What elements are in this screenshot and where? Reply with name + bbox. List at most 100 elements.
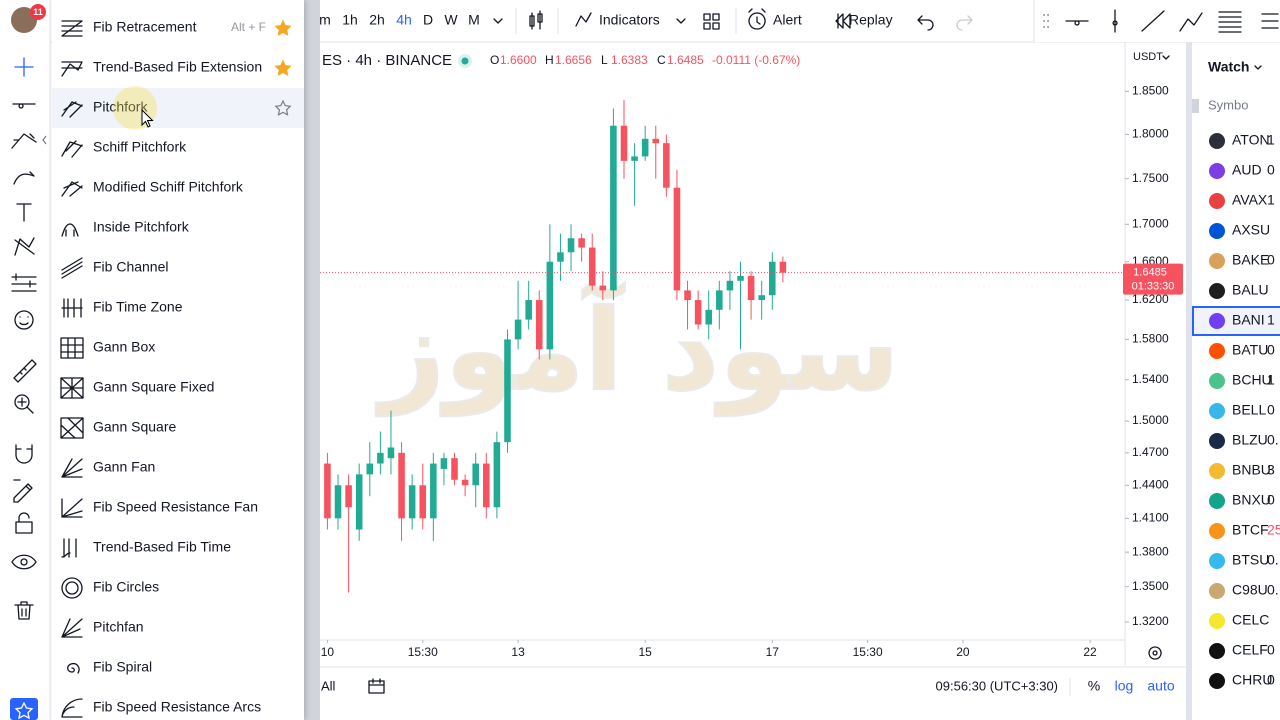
interval-button[interactable]: 2h	[369, 12, 385, 28]
watchlist-symbol[interactable]: ATON	[1232, 132, 1270, 148]
menu-item-label[interactable]: Fib Time Zone	[93, 299, 183, 315]
favorites-toggle[interactable]	[10, 698, 38, 720]
trend-line[interactable]	[1141, 10, 1165, 32]
watchlist-symbol[interactable]: CELF	[1232, 642, 1268, 658]
menu-item-label[interactable]: Gann Box	[93, 339, 155, 355]
menu-item-label[interactable]: Trend-Based Fib Extension	[93, 59, 262, 75]
currency-label[interactable]: USDT	[1133, 51, 1163, 63]
alert-icon[interactable]	[748, 8, 766, 30]
delete-tool[interactable]	[14, 601, 34, 620]
lock-tool[interactable]	[15, 512, 33, 534]
menu-item-label[interactable]: Schiff Pitchfork	[93, 139, 187, 155]
watchlist-symbol[interactable]: AXSU	[1232, 222, 1270, 238]
menu-item-label[interactable]: Fib Channel	[93, 259, 169, 275]
crosshair-tool[interactable]	[14, 57, 34, 77]
ohlc-label: H	[545, 53, 554, 67]
fib-tool[interactable]	[11, 133, 37, 149]
menu-item-label[interactable]: Gann Fan	[93, 459, 155, 475]
watchlist-symbol[interactable]: CHRU	[1232, 672, 1272, 688]
menu-item-label[interactable]: Fib Spiral	[93, 659, 152, 675]
watchlist-symbol[interactable]: BNBU	[1232, 462, 1271, 478]
auto-toggle[interactable]: auto	[1147, 678, 1174, 694]
percent-toggle[interactable]: %	[1088, 678, 1100, 694]
menu-item-label[interactable]: Gann Square Fixed	[93, 379, 214, 395]
watchlist-symbol[interactable]: BALU	[1232, 282, 1269, 298]
menu-item-icon	[61, 577, 83, 599]
interval-button[interactable]: 4h	[396, 12, 412, 28]
range-all[interactable]: All	[321, 678, 336, 693]
watchlist-symbol[interactable]: BATU	[1232, 342, 1268, 358]
go-to-date[interactable]	[368, 678, 385, 694]
interval-dropdown[interactable]	[493, 18, 503, 24]
watchlist-symbol[interactable]: BELL	[1232, 402, 1266, 418]
watchlist-symbol[interactable]: C98U	[1232, 582, 1268, 598]
pattern-tool[interactable]	[14, 237, 35, 256]
indicators-button[interactable]: Indicators	[599, 12, 660, 28]
alert-button[interactable]: Alert	[773, 12, 802, 28]
magnet-tool[interactable]	[15, 444, 33, 464]
collapse-arrow[interactable]	[42, 135, 47, 145]
candle-body	[483, 463, 490, 508]
watchlist-title[interactable]: Watch	[1208, 59, 1249, 75]
layouts[interactable]	[703, 13, 720, 30]
watchlist-symbol[interactable]: AVAX	[1232, 192, 1268, 208]
watchlist-symbol[interactable]: BLZU	[1232, 432, 1268, 448]
interval-button[interactable]: m	[319, 12, 331, 28]
indicators-icon[interactable]	[575, 12, 592, 27]
menu-scrollbar[interactable]	[304, 0, 320, 720]
settings-gear[interactable]	[1148, 646, 1162, 660]
replay-button[interactable]: Replay	[849, 12, 893, 28]
menu-item-label[interactable]: Fib Speed Resistance Fan	[93, 499, 258, 515]
watchlist-symbol[interactable]: BANI	[1232, 312, 1265, 328]
selected-row[interactable]	[1192, 306, 1280, 336]
menu-item-label[interactable]: Inside Pitchfork	[93, 219, 190, 235]
list[interactable]	[1218, 11, 1242, 33]
log-toggle[interactable]: log	[1115, 678, 1134, 694]
brush-tool[interactable]	[13, 171, 35, 185]
text-tool[interactable]	[16, 203, 32, 222]
menu-item-star[interactable]	[274, 99, 292, 116]
interval-button[interactable]: D	[423, 12, 433, 28]
prediction-tool[interactable]	[11, 273, 37, 292]
menu-item-label[interactable]: Pitchfork	[93, 99, 148, 115]
horizontal-line[interactable]	[1065, 20, 1089, 26]
watchlist-symbol[interactable]: AUD	[1232, 162, 1262, 178]
watchlist-symbol[interactable]: BTCF	[1232, 522, 1269, 538]
visibility-tool[interactable]	[11, 554, 37, 570]
chart-type[interactable]	[529, 10, 543, 30]
measure-tool[interactable]	[13, 359, 37, 383]
watchlist-symbol[interactable]: BCHU	[1232, 372, 1272, 388]
drag-handle[interactable]	[1043, 14, 1049, 28]
vertical-line[interactable]	[1112, 9, 1118, 33]
menu-item-label[interactable]: Gann Square	[93, 419, 176, 435]
menu-item-label[interactable]: Modified Schiff Pitchfork	[93, 179, 244, 195]
interval-button[interactable]: M	[468, 12, 480, 28]
indicators-dropdown[interactable]	[676, 18, 686, 24]
menu-item-star[interactable]	[274, 59, 292, 76]
more[interactable]	[1261, 13, 1279, 29]
watchlist-symbol[interactable]: CELC	[1232, 612, 1269, 628]
menu-item-label[interactable]: Fib Speed Resistance Arcs	[93, 699, 261, 715]
watchlist-dropdown[interactable]	[1254, 65, 1262, 70]
interval-button[interactable]: W	[444, 12, 458, 28]
emoji-tool[interactable]	[14, 310, 34, 330]
replay-icon[interactable]	[835, 13, 851, 29]
trend-line-tool[interactable]	[12, 103, 36, 109]
stay-in-drawing-tool[interactable]	[13, 479, 33, 503]
watchlist-symbol[interactable]: BAKE	[1232, 252, 1269, 268]
watchlist-symbol[interactable]: BNXU	[1232, 492, 1271, 508]
symbol-title[interactable]: ES · 4h · BINANCE	[322, 52, 452, 69]
redo[interactable]	[956, 15, 973, 31]
undo[interactable]	[917, 15, 934, 31]
menu-item-label[interactable]: Trend-Based Fib Time	[93, 539, 231, 555]
menu-item-star[interactable]	[274, 19, 292, 36]
left-tool-icons[interactable]	[11, 57, 37, 620]
menu-item-label[interactable]: Fib Circles	[93, 579, 159, 595]
currency-dropdown[interactable]	[1162, 55, 1170, 60]
menu-item-label[interactable]: Pitchfan	[93, 619, 144, 635]
zoom-tool[interactable]	[14, 394, 30, 410]
menu-item-label[interactable]: Fib Retracement	[93, 19, 197, 35]
pen[interactable]	[1179, 12, 1203, 32]
interval-button[interactable]: 1h	[342, 12, 358, 28]
watchlist-symbol[interactable]: BTSU	[1232, 552, 1269, 568]
